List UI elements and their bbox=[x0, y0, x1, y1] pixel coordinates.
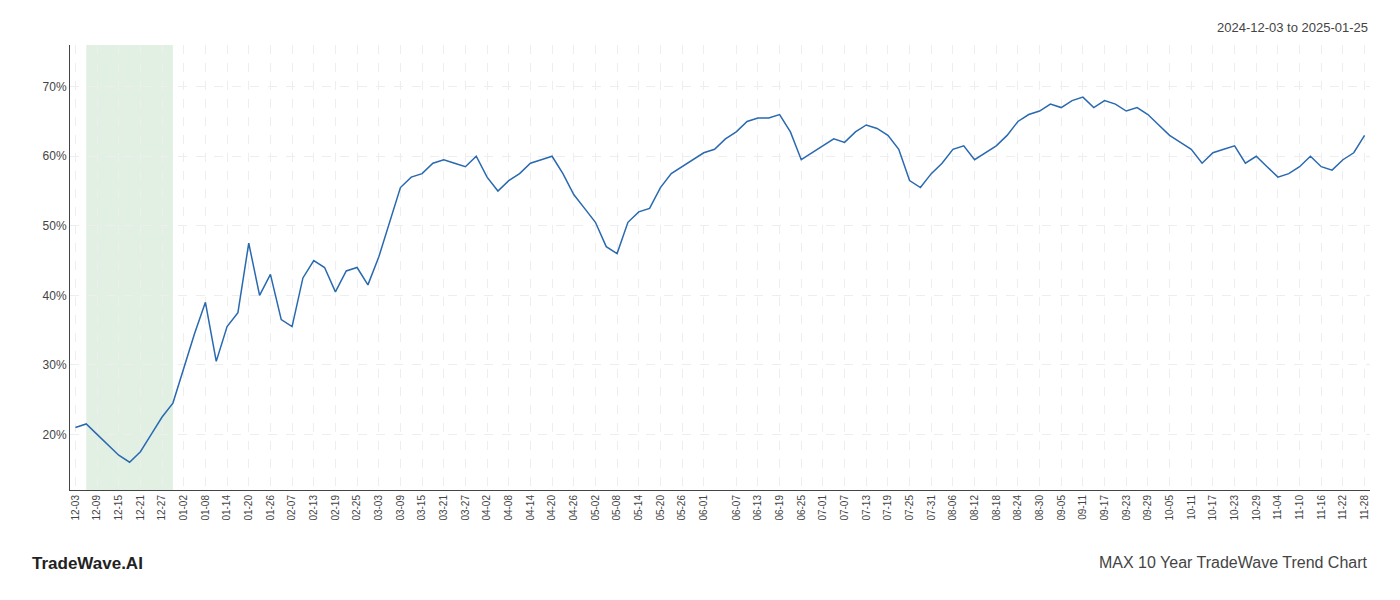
svg-text:05-08: 05-08 bbox=[611, 495, 622, 521]
svg-text:06-07: 06-07 bbox=[731, 495, 742, 521]
svg-text:12-09: 12-09 bbox=[91, 495, 102, 521]
svg-text:2024-12-03 to 2025-01-25: 2024-12-03 to 2025-01-25 bbox=[1217, 20, 1368, 35]
svg-text:03-03: 03-03 bbox=[373, 495, 384, 521]
svg-text:04-20: 04-20 bbox=[546, 495, 557, 521]
svg-text:05-20: 05-20 bbox=[655, 495, 666, 521]
svg-text:TradeWave.AI: TradeWave.AI bbox=[32, 554, 143, 573]
svg-text:09-11: 09-11 bbox=[1077, 495, 1088, 520]
svg-text:12-27: 12-27 bbox=[156, 495, 167, 521]
svg-text:01-20: 01-20 bbox=[243, 495, 254, 521]
svg-text:10-29: 10-29 bbox=[1251, 495, 1262, 521]
svg-text:50%: 50% bbox=[43, 219, 67, 233]
svg-text:08-06: 08-06 bbox=[947, 495, 958, 521]
svg-text:30%: 30% bbox=[43, 358, 67, 372]
svg-text:06-25: 06-25 bbox=[796, 495, 807, 521]
svg-text:07-13: 07-13 bbox=[861, 495, 872, 521]
svg-text:01-14: 01-14 bbox=[221, 495, 232, 521]
svg-text:04-26: 04-26 bbox=[568, 495, 579, 521]
svg-text:03-09: 03-09 bbox=[395, 495, 406, 521]
svg-text:04-14: 04-14 bbox=[525, 495, 536, 521]
svg-text:09-05: 09-05 bbox=[1056, 495, 1067, 521]
svg-text:07-31: 07-31 bbox=[926, 495, 937, 521]
svg-text:MAX 10 Year TradeWave Trend Ch: MAX 10 Year TradeWave Trend Chart bbox=[1099, 554, 1368, 571]
svg-text:03-27: 03-27 bbox=[460, 495, 471, 521]
svg-text:02-25: 02-25 bbox=[351, 495, 362, 521]
svg-text:07-07: 07-07 bbox=[839, 495, 850, 521]
svg-text:04-02: 04-02 bbox=[481, 495, 492, 521]
svg-text:03-21: 03-21 bbox=[438, 495, 449, 521]
svg-text:11-10: 11-10 bbox=[1294, 495, 1305, 520]
svg-text:01-26: 01-26 bbox=[265, 495, 276, 521]
svg-text:07-25: 07-25 bbox=[904, 495, 915, 521]
svg-text:08-30: 08-30 bbox=[1034, 495, 1045, 521]
svg-text:07-19: 07-19 bbox=[882, 495, 893, 521]
svg-text:06-19: 06-19 bbox=[774, 495, 785, 521]
svg-text:09-23: 09-23 bbox=[1121, 495, 1132, 521]
svg-text:04-08: 04-08 bbox=[503, 495, 514, 521]
svg-text:02-07: 02-07 bbox=[286, 495, 297, 521]
svg-text:05-14: 05-14 bbox=[633, 495, 644, 521]
svg-text:09-29: 09-29 bbox=[1142, 495, 1153, 521]
svg-text:08-12: 08-12 bbox=[969, 495, 980, 521]
svg-text:12-03: 12-03 bbox=[70, 495, 81, 521]
svg-text:11-16: 11-16 bbox=[1316, 495, 1327, 520]
svg-text:10-17: 10-17 bbox=[1207, 495, 1218, 521]
svg-text:08-18: 08-18 bbox=[991, 495, 1002, 521]
svg-text:01-08: 01-08 bbox=[200, 495, 211, 521]
svg-text:08-24: 08-24 bbox=[1012, 495, 1023, 521]
svg-text:06-01: 06-01 bbox=[698, 495, 709, 521]
svg-text:06-13: 06-13 bbox=[752, 495, 763, 521]
svg-text:12-15: 12-15 bbox=[113, 495, 124, 521]
svg-text:12-21: 12-21 bbox=[135, 495, 146, 521]
svg-text:10-23: 10-23 bbox=[1229, 495, 1240, 521]
svg-text:40%: 40% bbox=[43, 289, 67, 303]
svg-text:01-02: 01-02 bbox=[178, 495, 189, 521]
svg-text:07-01: 07-01 bbox=[817, 495, 828, 521]
svg-text:03-15: 03-15 bbox=[416, 495, 427, 521]
svg-text:10-05: 10-05 bbox=[1164, 495, 1175, 521]
svg-text:09-17: 09-17 bbox=[1099, 495, 1110, 521]
svg-text:11-28: 11-28 bbox=[1359, 495, 1370, 520]
svg-text:20%: 20% bbox=[43, 428, 67, 442]
svg-text:02-19: 02-19 bbox=[330, 495, 341, 521]
svg-text:10-11: 10-11 bbox=[1186, 495, 1197, 520]
svg-text:60%: 60% bbox=[43, 149, 67, 163]
svg-text:11-22: 11-22 bbox=[1337, 495, 1348, 520]
svg-text:11-04: 11-04 bbox=[1272, 495, 1283, 520]
svg-text:02-13: 02-13 bbox=[308, 495, 319, 521]
svg-text:05-02: 05-02 bbox=[590, 495, 601, 521]
svg-text:70%: 70% bbox=[43, 80, 67, 94]
svg-text:05-26: 05-26 bbox=[676, 495, 687, 521]
